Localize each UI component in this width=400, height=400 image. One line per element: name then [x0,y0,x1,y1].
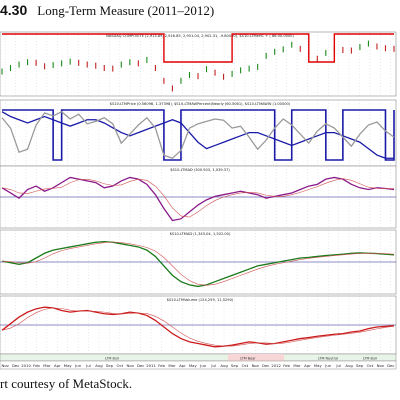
time-tick-label: Nov [252,363,260,368]
time-tick-label: Apr [179,363,186,368]
figure-title-text: Long-Term Measure (2011–2012) [37,3,215,18]
panel-ltm-ad: $S10-LTMAD (300.503, 1,039.37) [0,165,397,229]
regime-label: LTM Bear [240,357,256,361]
time-tick-label: May [64,363,73,368]
time-tick-label: Jul [85,363,91,368]
panel-ltm-ad2: $S10-LTMAD (1,343.04, 1,502.00) [0,229,397,295]
time-tick-label: Apr [304,363,311,368]
panel-ltm-price: $S10-LTMPrice (0.56098, 1.37398), $S10-L… [0,99,397,167]
regime-label: LTM Neutral [318,357,338,361]
time-tick-label: Apr [54,363,61,368]
time-tick-label: Mar [43,363,51,368]
time-tick-label: Sep [356,363,364,368]
panel-title: $S10-LTMAD (300.503, 1,039.37) [170,168,230,172]
time-tick-label: Aug [220,363,228,368]
panel-title: $S10-LTMPrice (0.56098, 1.37398), $S10-L… [110,102,291,106]
time-tick-label: May [314,363,323,368]
series--s10-ltmvolume [1,306,395,348]
time-tick-label: Nov [1,363,9,368]
series--s10-ltmehc [2,33,394,63]
time-tick-label: Oct [367,363,374,368]
figure-caption: rt courtesy of MetaStock. [0,376,133,391]
time-tick-label: Aug [95,363,103,368]
time-tick-label: Mar [293,363,301,368]
regime-label: LTM Bull [105,357,119,361]
time-tick-label: Jun [199,363,207,368]
series--s10-ltmaww [2,109,395,161]
time-tick-label: 2011 [146,363,156,368]
time-axis [0,360,397,370]
time-tick-label: 2010 [21,363,31,368]
series--s10-ltmad [1,240,395,288]
panel-ltm-volume: $S10-LTMVolume (124,259, 11,5290) [0,295,397,355]
time-tick-label: Sep [231,363,239,368]
signal-line [1,178,394,218]
regime-label: LTM Bull [363,357,377,361]
time-tick-label: Oct [242,363,249,368]
series--s10-ltmprice [1,111,394,159]
time-tick-label: Dec [137,363,144,368]
time-tick-label: Nov [377,363,385,368]
time-tick-label: Sep [106,363,114,368]
time-tick-label: Jul [210,363,216,368]
time-tick-label: Feb [33,363,40,368]
time-tick-label: Dec [12,363,19,368]
series--s10-ltmawpercent [1,110,395,160]
time-tick-label: May [189,363,198,368]
time-tick-label: Oct [117,363,124,368]
panel-frame [0,31,397,97]
figure-number: 4.30 [0,2,28,18]
time-tick-label: 2012 [271,363,281,368]
regime-bear-band [228,354,284,361]
panel-title: $S10-LTMAD (1,343.04, 1,502.00) [170,232,231,236]
time-tick-label: Aug [345,363,353,368]
time-tick-label: Feb [283,363,290,368]
panel-title: $S10-LTMVolume (124,259, 11,5290) [167,298,234,302]
panel-price: NASDAQ COMPOSITE (2,913.89, 2,916.85, 2,… [0,31,397,97]
series--s10-ltmad [1,176,395,222]
time-tick-label: Dec [262,363,269,368]
signal-line [1,307,395,347]
figure-title: 4.30 Long-Term Measure (2011–2012) [0,2,214,20]
time-tick-label: Nov [127,363,135,368]
time-tick-label: Jun [324,363,332,368]
time-tick-label: Jun [74,363,82,368]
time-tick-label: Dec [387,363,394,368]
time-tick-label: Jul [335,363,341,368]
time-tick-label: Mar [168,363,176,368]
panel-title: NASDAQ COMPOSITE (2,913.89, 2,916.85, 2,… [106,34,294,38]
signal-line [1,241,395,286]
time-tick-label: Feb [158,363,165,368]
